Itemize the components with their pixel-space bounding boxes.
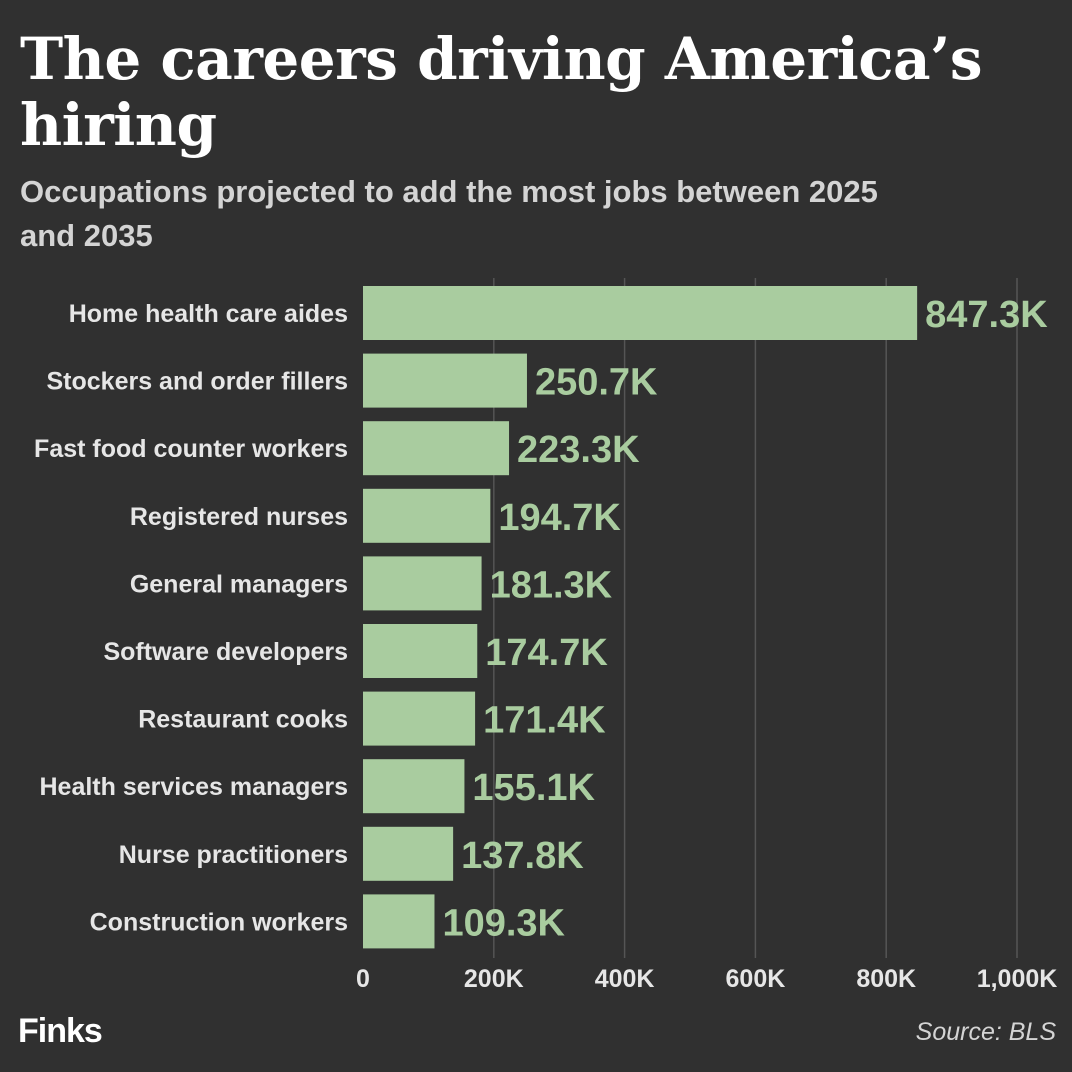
x-tick-label: 1,000K [977,965,1058,993]
chart-subtitle: Occupations projected to add the most jo… [20,174,878,253]
bar [363,759,465,814]
category-label: Home health care aides [69,300,348,328]
category-label: Registered nurses [130,503,348,531]
bar [363,894,435,949]
source-note: Source: BLS [915,1018,1056,1046]
x-tick-label: 600K [726,965,786,993]
category-label: Health services managers [39,773,348,801]
value-label: 109.3K [442,902,565,944]
value-label: 181.3K [490,564,613,606]
value-label: 137.8K [461,835,584,877]
category-labels: Home health care aides Stockers and order… [34,300,348,936]
category-label: General managers [130,570,348,598]
bar [363,488,491,543]
gridlines [493,278,1018,958]
category-label: Nurse practitioners [119,841,348,869]
category-label: Restaurant cooks [138,706,348,734]
x-tick-label: 400K [595,965,655,993]
category-label: Construction workers [90,908,348,936]
bar [363,826,454,881]
x-tick-label: 0 [356,965,370,993]
value-label: 171.4K [483,700,606,742]
category-label: Stockers and order fillers [46,368,348,396]
bar [363,353,527,408]
bar [363,286,918,340]
value-label: 223.3K [517,429,640,471]
bar [363,624,478,678]
x-tick-label: 800K [856,965,916,993]
value-label: 847.3K [925,294,1048,336]
bar [363,421,510,476]
brand-logo: Finks [18,1012,103,1050]
category-label: Software developers [103,638,348,666]
bars [363,286,918,949]
bar [363,556,482,611]
value-labels: 847.3K 250.7K 223.3K 194.7K 181.3K 174.7K 171.… [442,294,1048,944]
value-label: 194.7K [498,497,621,539]
x-axis-tick-labels: 0 200K 400K 600K 800K 1,000K [356,965,1057,993]
category-label: Fast food counter workers [34,435,348,463]
bar [363,691,476,746]
chart-title: The careers driving America’s hiring [20,25,982,159]
value-label: 250.7K [535,362,658,404]
value-label: 174.7K [485,632,608,674]
value-label: 155.1K [472,767,595,809]
x-tick-label: 200K [464,965,524,993]
